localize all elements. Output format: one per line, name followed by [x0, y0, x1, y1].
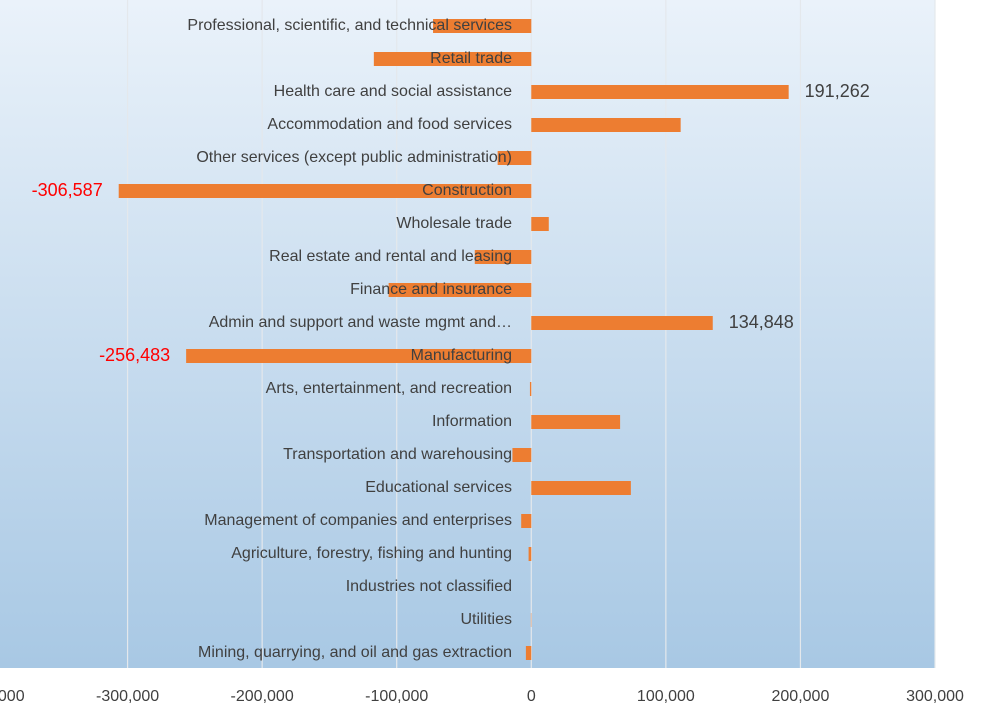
category-label: Transportation and warehousing	[283, 446, 512, 463]
category-label: Utilities	[460, 611, 512, 628]
bar	[388, 283, 532, 297]
data-label: 191,262	[805, 81, 870, 101]
x-tick-label: -100,000	[365, 688, 428, 705]
category-label: Admin and support and waste mgmt and…	[209, 314, 512, 331]
bar	[531, 217, 549, 231]
category-label: Professional, scientific, and technical …	[187, 17, 512, 34]
bar	[531, 118, 681, 132]
x-tick-label: -300,000	[96, 688, 159, 705]
x-tick-label: 200,000	[772, 688, 830, 705]
x-tick-label: -400,000	[0, 688, 25, 705]
bar	[474, 250, 532, 264]
plot-area	[0, 0, 935, 668]
bar	[521, 514, 532, 528]
bar	[186, 349, 532, 363]
x-tick-label: 0	[527, 688, 536, 705]
data-label: -306,587	[32, 180, 103, 200]
category-label: Construction	[422, 182, 512, 199]
category-label: Educational services	[365, 479, 512, 496]
bar	[512, 448, 532, 462]
x-tick-label: 300,000	[906, 688, 964, 705]
category-label: Arts, entertainment, and recreation	[266, 380, 512, 397]
x-tick-label: -200,000	[231, 688, 294, 705]
category-label: Agriculture, forestry, fishing and hunti…	[231, 545, 512, 562]
category-label: Other services (except public administra…	[196, 149, 512, 166]
category-label: Manufacturing	[411, 347, 512, 364]
category-label: Information	[432, 413, 512, 430]
bar	[531, 316, 713, 330]
bar	[525, 646, 532, 660]
bar	[531, 85, 789, 99]
bar	[531, 415, 621, 429]
bar	[373, 52, 532, 66]
category-label: Finance and insurance	[350, 281, 512, 298]
category-label: Real estate and rental and leasing	[269, 248, 512, 265]
category-label: Accommodation and food services	[267, 116, 512, 133]
bar	[497, 151, 532, 165]
bar	[531, 481, 631, 495]
data-label: 134,848	[729, 312, 794, 332]
x-tick-label: 100,000	[637, 688, 695, 705]
bar	[118, 184, 532, 198]
bar	[529, 382, 532, 396]
data-label: -256,483	[99, 345, 170, 365]
category-label: Health care and social assistance	[274, 83, 512, 100]
category-label: Wholesale trade	[396, 215, 512, 232]
bar	[528, 547, 532, 561]
category-label: Retail trade	[430, 50, 512, 67]
bar	[433, 19, 532, 33]
category-label: Industries not classified	[346, 578, 512, 595]
category-label: Management of companies and enterprises	[204, 512, 512, 529]
category-label: Mining, quarrying, and oil and gas extra…	[198, 644, 512, 661]
